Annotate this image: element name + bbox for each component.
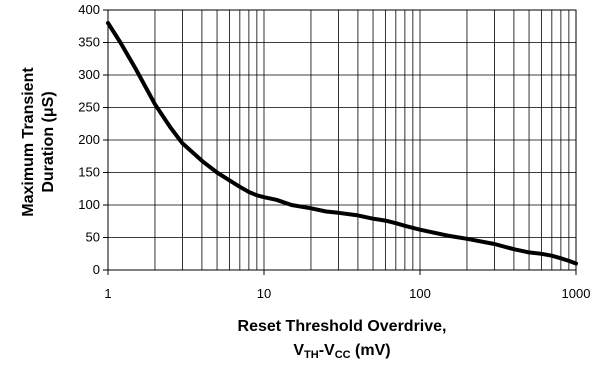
x-tick-label: 1000 [562,286,591,301]
x-tick-label: 10 [257,286,271,301]
x-axis-title-unit: (mV) [351,342,391,359]
x-axis-title-v2: V [324,342,335,359]
x-axis-title-v1: V [293,342,304,359]
y-tick-label: 0 [93,262,100,277]
y-tick-label: 50 [86,230,100,245]
y-tick-label: 300 [78,67,100,82]
y-axis-title-line1: Maximum Transient [20,67,37,217]
x-axis-ticks: 1 10 100 1000 [104,270,590,301]
y-tick-label: 200 [78,132,100,147]
x-axis-title-dash: - [319,342,324,359]
x-axis-title-sub1: TH [304,349,319,361]
x-axis-title-line1: Reset Threshold Overdrive, [238,318,447,335]
y-axis-title-line2: Duration (μS) [40,91,57,192]
x-tick-label: 100 [409,286,431,301]
x-axis-title: Reset Threshold Overdrive, VTH-VCC (mV) [238,318,447,361]
y-tick-label: 150 [78,165,100,180]
grid-lines [107,9,577,271]
x-axis-title-line2: VTH-VCC (mV) [293,342,390,361]
series-line [106,21,578,266]
y-axis-ticks: 0 50 100 150 200 250 300 350 400 [78,2,108,277]
y-tick-label: 250 [78,100,100,115]
x-axis-title-sub2: CC [335,349,351,361]
x-tick-label: 1 [104,286,111,301]
y-tick-label: 350 [78,35,100,50]
y-tick-label: 400 [78,2,100,17]
y-axis-title: Maximum Transient Duration (μS) [20,67,57,217]
y-tick-label: 100 [78,197,100,212]
